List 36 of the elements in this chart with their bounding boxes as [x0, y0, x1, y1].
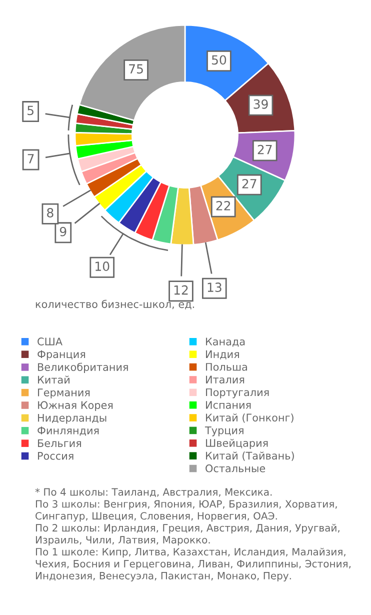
legend-label: Франция: [38, 350, 86, 360]
data-label: 5: [28, 106, 34, 116]
text: * По 4 школы: Таиланд, Австралия, Мексика. По 3 школы: Венгрия, Япония, ЮАР, Бразилия, Хорватия, Сингапур, Швеция, Словения, Норвегия, ОАЭ. По 2 школы: Ирландия, Греция, Австрия, Дания, Уругвай, Израиль, Чили, Латвия, Марокко. По 1 школе: Кипр, Литва, Казахстан, Исландия, Малайзия, Чехия, Босния и Герцеговина, Ливан, Филиппины, Эстония, Индонезия, Венесуэла, Пакистан, Монако, Перу.: [35, 488, 351, 582]
legend-label: Великобритания: [38, 362, 128, 374]
legend-label: Южная Корея: [38, 401, 113, 412]
data-label: 75: [129, 64, 143, 74]
legend-label: Остальные: [206, 464, 266, 472]
data-label: 13: [208, 282, 222, 292]
data-label: 9: [60, 226, 66, 236]
legend-label: Швейцария: [206, 438, 268, 449]
data-label: 50: [212, 55, 226, 65]
data-label: 10: [96, 262, 110, 271]
legend-label: Китай (Тайвань): [206, 452, 294, 461]
legend-label: Китай (Гонконг): [206, 414, 294, 423]
legend-label: Испания: [206, 401, 251, 409]
legend-label: Португалия: [206, 388, 269, 398]
legend-label: Канада: [206, 338, 245, 347]
legend-title: количество бизнес-школ, ед.: [36, 300, 194, 310]
data-label: 8: [47, 208, 54, 218]
legend-label: Нидерланды: [38, 414, 106, 424]
legend-label: Финляндия: [38, 426, 99, 436]
legend-label: Италия: [206, 376, 244, 384]
legend-label: Китай: [38, 376, 70, 384]
legend-label: Россия: [38, 452, 74, 460]
legend-label: США: [38, 338, 62, 346]
legend-label: Бельгия: [38, 439, 81, 448]
data-label: 12: [174, 285, 188, 295]
legend-label: Польша: [206, 363, 247, 371]
data-label: 27: [242, 178, 256, 188]
data-label: 7: [28, 154, 34, 164]
data-label: 27: [258, 144, 272, 154]
legend-label: Турция: [204, 426, 244, 436]
data-label: 39: [254, 99, 268, 109]
data-label: 22: [216, 200, 230, 210]
legend-label: Германия: [38, 388, 90, 398]
legend-label: Индия: [206, 350, 239, 360]
